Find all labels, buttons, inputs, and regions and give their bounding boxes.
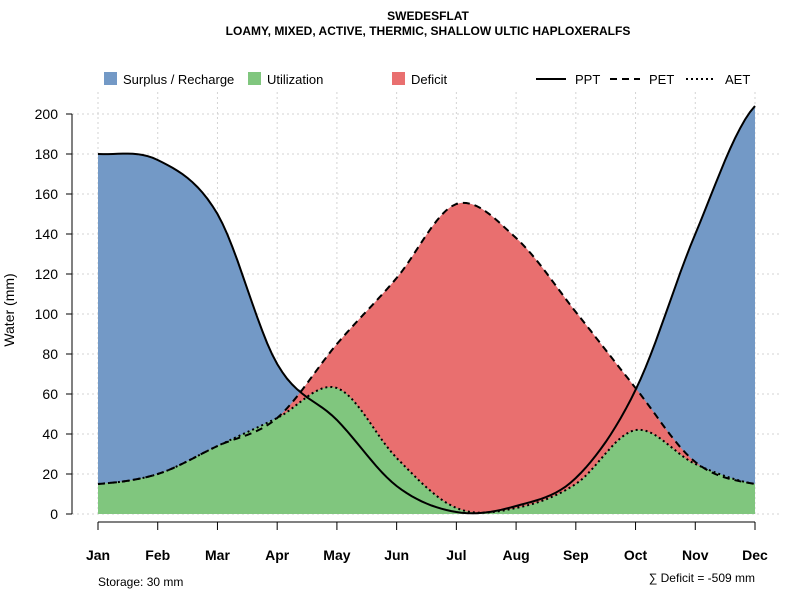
legend-swatch-deficit (392, 72, 405, 85)
x-tick-label: Feb (145, 547, 170, 563)
x-tick-label: Jul (446, 547, 466, 563)
series-line-aet (97, 385, 756, 514)
x-tick-label: Apr (265, 547, 290, 563)
deficit-note: ∑ Deficit = -509 mm (649, 571, 755, 585)
x-tick-label: Jan (86, 547, 110, 563)
y-tick-label: 180 (35, 146, 59, 162)
y-tick-label: 40 (42, 426, 58, 442)
legend: Surplus / Recharge Utilization Deficit P… (104, 72, 750, 87)
storage-note: Storage: 30 mm (98, 575, 183, 589)
x-tick-label: Oct (624, 547, 648, 563)
legend-swatch-surplus (104, 72, 117, 85)
legend-label-ppt: PPT (575, 72, 600, 87)
y-axis-label: Water (mm) (1, 273, 17, 346)
x-tick-label: Sep (563, 547, 589, 563)
x-tick-label: May (323, 547, 350, 563)
x-tick-label: Dec (742, 547, 768, 563)
y-tick-label: 0 (50, 506, 58, 522)
x-tick-label: Nov (682, 547, 709, 563)
utilization-area (98, 387, 755, 514)
x-tick-label: Aug (502, 547, 529, 563)
x-tick-label: Mar (205, 547, 230, 563)
legend-swatch-utilization (248, 72, 261, 85)
y-tick-label: 80 (42, 346, 58, 362)
series-line-ppt (97, 105, 756, 515)
legend-label-pet: PET (649, 72, 674, 87)
y-tick-label: 20 (42, 466, 58, 482)
legend-label-surplus: Surplus / Recharge (123, 72, 234, 87)
y-tick-label: 60 (42, 386, 58, 402)
y-tick-label: 100 (35, 306, 59, 322)
chart-subtitle: LOAMY, MIXED, ACTIVE, THERMIC, SHALLOW U… (226, 24, 631, 38)
area-fills (98, 106, 755, 514)
series-lines (97, 105, 756, 515)
legend-label-aet: AET (725, 72, 750, 87)
x-tick-label: Jun (384, 547, 409, 563)
legend-label-deficit: Deficit (411, 72, 448, 87)
y-tick-label: 160 (35, 186, 59, 202)
y-tick-label: 120 (35, 266, 59, 282)
y-tick-label: 200 (35, 106, 59, 122)
y-tick-label: 140 (35, 226, 59, 242)
legend-label-utilization: Utilization (267, 72, 323, 87)
axes: 0 20 40 60 80 100 120 140 160 180 200 Jan Feb Mar Apr M… (35, 106, 768, 563)
chart-title: SWEDESFLAT (387, 9, 469, 23)
